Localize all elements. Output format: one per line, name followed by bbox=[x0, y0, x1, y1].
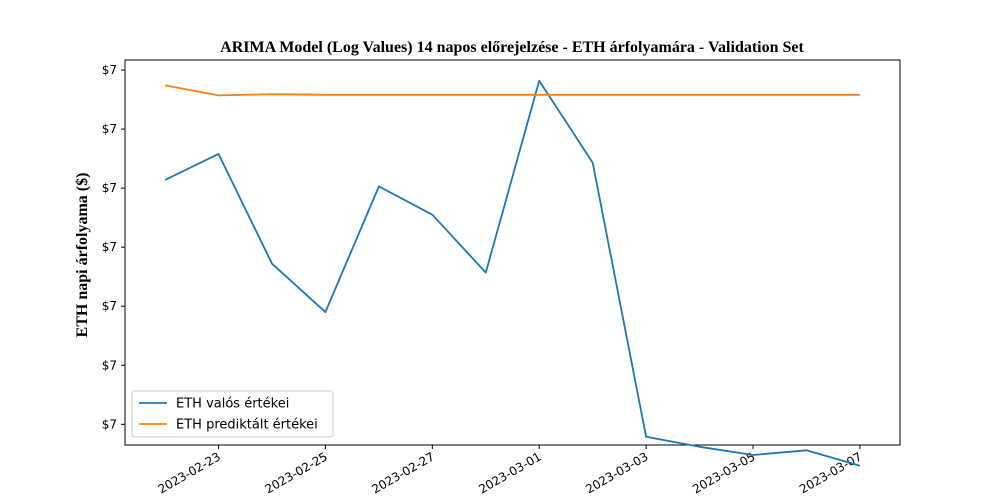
legend-label: ETH valós értékei bbox=[176, 397, 289, 412]
series-line-2 bbox=[164, 84, 860, 97]
y-tick-label: $7 bbox=[102, 299, 117, 313]
series-line-1 bbox=[164, 79, 861, 467]
y-tick-label: $7 bbox=[102, 122, 117, 136]
y-axis-ticks: $7 $7 $7 $7 $7 $7 $7 bbox=[102, 63, 125, 431]
y-tick-label: $7 bbox=[102, 181, 117, 195]
plot-area bbox=[124, 59, 901, 446]
y-axis-label: ETH napi árfolyama ($) bbox=[74, 173, 91, 338]
y-tick-label: $7 bbox=[102, 63, 117, 77]
y-tick-label: $7 bbox=[102, 240, 117, 254]
legend: ETH valós értékei ETH prediktált értékei bbox=[131, 390, 334, 438]
chart-title: ARIMA Model (Log Values) 14 napos előrej… bbox=[220, 39, 804, 56]
y-tick-label: $7 bbox=[102, 417, 117, 431]
series-lines bbox=[164, 79, 861, 467]
legend-label: ETH prediktált értékei bbox=[176, 418, 318, 433]
legend-box bbox=[131, 390, 334, 438]
y-tick-label: $7 bbox=[102, 358, 117, 372]
